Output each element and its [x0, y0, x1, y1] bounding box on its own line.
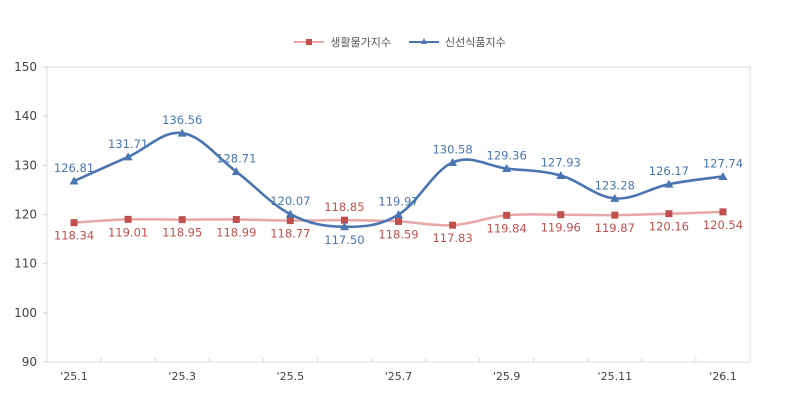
- x-tick-label: '25.5: [277, 370, 305, 383]
- data-label: 118.85: [324, 200, 364, 214]
- y-tick-label: 90: [22, 355, 37, 369]
- triangle-marker: [718, 171, 728, 180]
- data-label: 127.93: [541, 156, 581, 170]
- y-tick-label: 140: [14, 109, 37, 123]
- data-label: 117.83: [432, 231, 472, 245]
- data-label: 123.28: [595, 178, 635, 192]
- square-marker: [178, 216, 186, 224]
- data-label: 129.36: [487, 148, 527, 162]
- data-label: 130.58: [432, 142, 472, 156]
- data-label: 131.71: [108, 137, 148, 151]
- data-label: 128.71: [216, 152, 256, 166]
- triangle-marker-icon: [409, 37, 439, 47]
- triangle-marker: [394, 210, 403, 219]
- square-marker: [232, 215, 240, 223]
- square-marker: [449, 221, 457, 229]
- data-labels: 118.34 119.01 118.95 118.99 118.77 118.85 118.…: [54, 113, 743, 247]
- data-label: 118.34: [54, 229, 94, 243]
- data-label: 120.07: [270, 194, 310, 208]
- chart-axes: 90 100 110 120 130 140 150 '25.1 '25.3 '25.5 '25.7…: [14, 60, 751, 383]
- square-marker: [124, 215, 132, 223]
- data-label: 119.84: [487, 221, 527, 235]
- legend-item-fresh-food-index: 신선식품지수: [409, 34, 506, 50]
- triangle-marker: [610, 193, 620, 202]
- square-marker: [557, 211, 565, 219]
- data-label: 119.01: [108, 225, 148, 239]
- square-marker: [70, 219, 78, 227]
- triangle-marker: [339, 222, 349, 231]
- legend-label: 생활물가지수: [330, 36, 391, 49]
- data-label: 119.87: [595, 221, 635, 235]
- x-tick-label: '25.9: [493, 370, 521, 383]
- x-tick-label: '25.3: [168, 370, 196, 383]
- square-marker: [503, 211, 511, 219]
- series-living-price-index: [70, 208, 727, 229]
- data-label: 120.54: [703, 218, 743, 232]
- triangle-marker: [69, 176, 79, 185]
- legend-item-living-price-index: 생활물가지수: [294, 34, 391, 50]
- legend-label: 신선식품지수: [445, 36, 506, 49]
- y-tick-label: 130: [14, 158, 37, 172]
- data-label: 118.99: [216, 225, 256, 239]
- x-tick-label: '25.11: [598, 370, 633, 383]
- square-marker: [286, 217, 294, 225]
- chart-legend: 생활물가지수 신선식품지수: [0, 34, 800, 50]
- data-label: 118.95: [162, 226, 202, 240]
- chart-series: [69, 128, 728, 231]
- triangle-marker: [123, 152, 133, 161]
- square-marker: [611, 211, 619, 219]
- data-label: 126.81: [54, 161, 94, 175]
- data-label: 127.74: [703, 156, 743, 170]
- triangle-marker: [177, 128, 187, 137]
- triangle-marker: [448, 157, 458, 166]
- data-label: 118.59: [378, 227, 418, 241]
- data-label: 126.17: [649, 164, 689, 178]
- y-tick-label: 120: [14, 208, 37, 222]
- data-label: 119.97: [378, 195, 418, 209]
- data-label: 117.50: [324, 233, 364, 247]
- triangle-marker: [231, 167, 241, 176]
- y-tick-label: 150: [14, 60, 37, 74]
- y-tick-label: 110: [14, 257, 37, 271]
- y-tick-label: 100: [14, 306, 37, 320]
- data-label: 120.16: [649, 220, 689, 234]
- series-fresh-food-index: [69, 128, 728, 231]
- data-label: 136.56: [162, 113, 202, 127]
- square-marker-icon: [294, 37, 325, 47]
- data-label: 118.77: [270, 227, 310, 241]
- triangle-marker: [664, 179, 674, 188]
- triangle-marker: [556, 171, 566, 180]
- triangle-marker: [285, 209, 295, 218]
- square-marker: [665, 210, 673, 218]
- triangle-marker: [502, 163, 512, 172]
- square-marker: [719, 208, 727, 216]
- data-label: 119.96: [541, 221, 581, 235]
- square-marker: [395, 217, 402, 225]
- x-tick-label: '26.1: [709, 370, 737, 383]
- x-tick-label: '25.1: [60, 370, 88, 383]
- square-marker: [340, 216, 348, 224]
- x-tick-label: '25.7: [385, 370, 413, 383]
